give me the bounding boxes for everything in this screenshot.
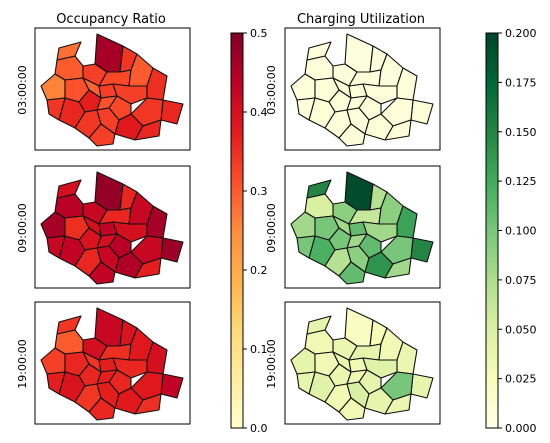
map-panel-1-2 (284, 301, 441, 425)
district-3 (56, 315, 82, 335)
colorbars: 0.00.10.20.30.40.50.0000.0250.0500.0750.… (230, 27, 537, 435)
row-label-2: 19:00:00 (16, 339, 29, 388)
colorbar-tick-label: 0.100 (505, 225, 537, 238)
district-24 (46, 97, 66, 121)
colorbar-0: 0.0 0.1 0.2 0.3 0.4 0.5 (230, 27, 268, 435)
colorbar-tick-label: 0.3 (250, 185, 268, 198)
row-label-0: 03:00:00 (16, 65, 29, 114)
district-23 (134, 393, 162, 415)
colorbar-tick-label: 0.4 (250, 106, 268, 119)
district-22 (338, 123, 366, 147)
map-panel-1-0 (284, 27, 441, 151)
colorbar-tick-label: 0.1 (250, 343, 268, 356)
district-24 (46, 235, 66, 259)
row-label-right-0: 03:00:00 (265, 65, 278, 114)
district-23 (134, 257, 162, 279)
map-panels (34, 27, 441, 425)
map-panel-0-1 (34, 165, 191, 289)
colorbar-tick-label: 0.000 (505, 422, 537, 435)
district-23 (384, 393, 412, 415)
title-charging: Charging Utilization (297, 12, 425, 27)
district-23 (384, 257, 412, 279)
district-3 (306, 179, 332, 199)
district-3 (306, 41, 332, 61)
map-panel-1-1 (284, 165, 441, 289)
map-panel-0-0 (34, 27, 191, 151)
colorbar-tick-label: 0.025 (505, 373, 537, 386)
district-24 (296, 235, 316, 259)
district-22 (338, 397, 366, 421)
district-3 (306, 315, 332, 335)
district-3 (56, 41, 82, 61)
colorbar-1: 0.000 0.025 0.050 0.075 0.100 0.125 0.150 0.175… (485, 27, 537, 435)
row-labels: 03:00:00 09:00:00 19:00:00 03:00:00 09:0… (16, 65, 278, 388)
colorbar-tick-label: 0.5 (250, 27, 268, 40)
colorbar-tick-label: 0.200 (505, 27, 537, 40)
district-24 (296, 97, 316, 121)
district-23 (134, 119, 162, 141)
colorbar-tick-label: 0.125 (505, 175, 537, 188)
colorbar-tick-label: 0.2 (250, 264, 268, 277)
district-24 (46, 371, 66, 395)
district-22 (88, 397, 116, 421)
district-22 (88, 261, 116, 285)
colorbar-tick-label: 0.050 (505, 323, 537, 336)
row-label-1: 09:00:00 (16, 203, 29, 252)
title-occupancy: Occupancy Ratio (56, 12, 166, 27)
district-22 (338, 261, 366, 285)
colorbar-tick-label: 0.075 (505, 274, 537, 287)
colorbar-tick-label: 0.175 (505, 76, 537, 89)
district-23 (384, 119, 412, 141)
district-3 (56, 179, 82, 199)
map-panel-0-2 (34, 301, 191, 425)
row-label-right-2: 19:00:00 (265, 339, 278, 388)
colorbar-gradient (230, 32, 244, 429)
row-label-right-1: 09:00:00 (265, 203, 278, 252)
district-24 (296, 371, 316, 395)
colorbar-tick-label: 0.0 (250, 422, 268, 435)
colorbar-gradient (485, 32, 499, 429)
colorbar-tick-label: 0.150 (505, 126, 537, 139)
district-22 (88, 123, 116, 147)
